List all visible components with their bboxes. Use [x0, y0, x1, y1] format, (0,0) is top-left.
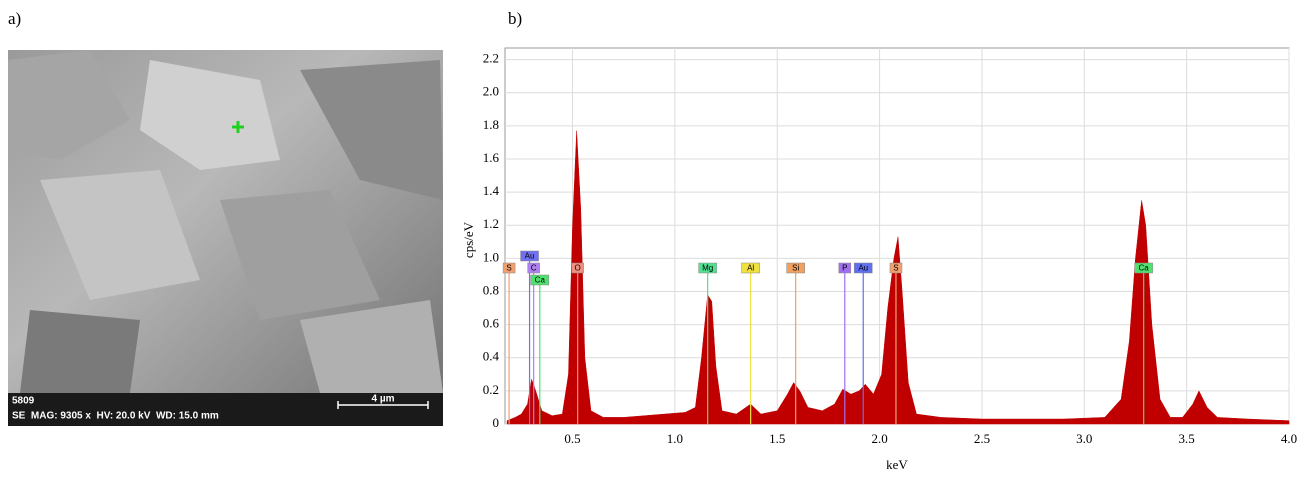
y-tick-label: 0.6: [483, 316, 500, 331]
element-label: S: [506, 264, 511, 273]
x-tick-label: 1.5: [769, 431, 785, 446]
element-label: Mg: [702, 264, 713, 273]
element-tag: [838, 262, 852, 274]
y-tick-label: 1.2: [483, 216, 499, 231]
element-tag: [853, 262, 873, 274]
scale-bar-label: 4 µm: [372, 394, 395, 405]
x-axis-label: keV: [886, 457, 908, 472]
element-tag: [571, 262, 584, 274]
element-tag: [1134, 262, 1153, 274]
y-tick-label: 1.6: [483, 150, 500, 165]
element-tag: [786, 262, 805, 274]
element-tag: [741, 262, 760, 274]
element-label: Ca: [1139, 264, 1150, 273]
element-label: P: [842, 264, 847, 273]
element-label: Au: [525, 252, 535, 261]
element-label: C: [531, 264, 537, 273]
x-tick-label: 1.0: [667, 431, 683, 446]
x-tick-label: 2.5: [974, 431, 990, 446]
y-tick-label: 1.0: [483, 249, 499, 264]
y-axis-label: cps/eV: [461, 221, 476, 258]
element-label: Si: [792, 264, 799, 273]
element-label: Au: [858, 264, 868, 273]
element-tag: [520, 250, 539, 262]
element-tag: [698, 262, 717, 274]
sem-image: [8, 50, 443, 426]
element-label: O: [575, 264, 581, 273]
element-tag: [889, 262, 903, 274]
spectrum: [506, 130, 1290, 425]
x-tick-label: 3.0: [1076, 431, 1092, 446]
element-tag: [527, 262, 540, 274]
y-tick-label: 1.8: [483, 117, 499, 132]
panel-label: b): [508, 9, 522, 28]
element-tag: [530, 274, 550, 286]
element-label: S: [893, 264, 898, 273]
x-tick-label: 4.0: [1281, 431, 1297, 446]
element-label: Al: [747, 264, 754, 273]
image-id: 5809: [12, 396, 35, 407]
x-tick-label: 3.5: [1179, 431, 1195, 446]
element-label: Ca: [535, 276, 546, 285]
x-tick-label: 0.5: [564, 431, 580, 446]
y-tick-label: 1.4: [483, 183, 500, 198]
panel-label: a): [8, 9, 21, 28]
x-tick-label: 2.0: [871, 431, 887, 446]
y-tick-label: 2.0: [483, 84, 499, 99]
y-tick-label: 0: [493, 415, 500, 430]
image-info: SE MAG: 9305 x HV: 20.0 kV WD: 15.0 mm: [12, 411, 219, 422]
y-tick-label: 0.2: [483, 382, 499, 397]
y-tick-label: 0.8: [483, 282, 499, 297]
y-tick-label: 0.4: [483, 349, 500, 364]
element-tag: [502, 262, 516, 274]
y-tick-label: 2.2: [483, 51, 499, 66]
